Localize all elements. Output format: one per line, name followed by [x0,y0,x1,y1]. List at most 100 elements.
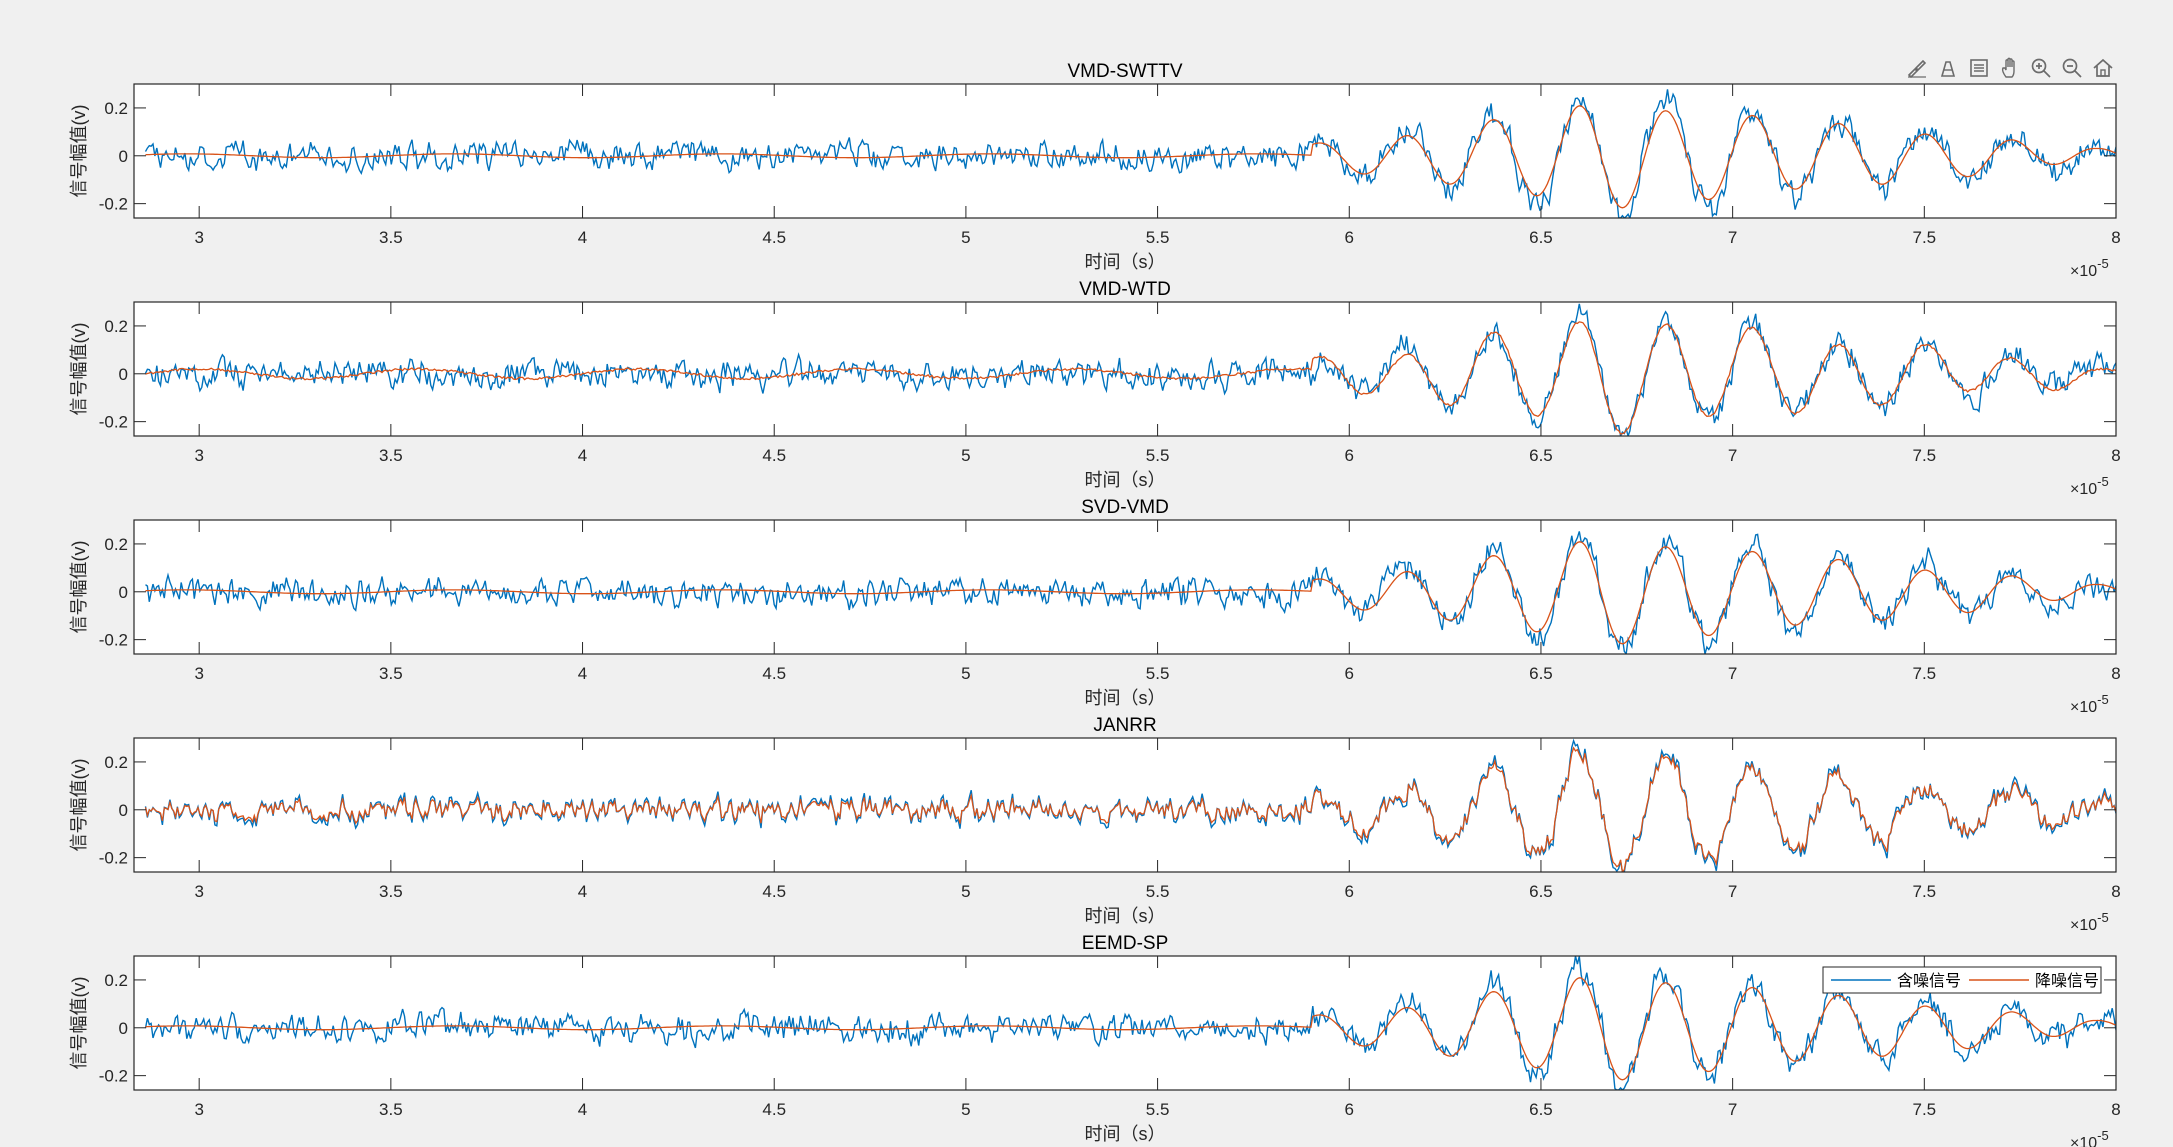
x-tick-label: 4.5 [762,228,786,247]
x-tick-label: 5.5 [1146,1100,1170,1119]
y-tick-label: -0.2 [99,849,128,868]
series-line-noisy [144,956,2116,1090]
series-line-denoised [145,541,2116,645]
x-tick-label: 7 [1728,882,1737,901]
chart-title: SVD-VMD [1081,497,1169,518]
toolbar-button-legend[interactable] [1965,55,1992,82]
toolbar-button-zoom-out[interactable] [2058,55,2085,82]
chart-title: EEMD-SP [1082,933,1169,954]
x-exponent-power: -5 [2097,256,2109,271]
y-tick-label: 0 [119,583,128,602]
x-exponent-base: ×10 [2070,481,2097,498]
y-axis-label: 信号幅值(v) [69,759,89,852]
y-tick-label: 0 [119,801,128,820]
toolbar-button-data-tips[interactable] [1934,55,1961,82]
x-exponent-base: ×10 [2070,699,2097,716]
x-tick-label: 7.5 [1912,1100,1936,1119]
y-tick-label: 0.2 [104,971,128,990]
x-tick-label: 5.5 [1146,664,1170,683]
x-exponent: ×10-5 [2070,910,2109,934]
x-tick-label: 3 [194,664,203,683]
x-tick-label: 5.5 [1146,882,1170,901]
axes-toolbar [1903,52,2116,84]
axes-box [133,519,2117,655]
toolbar-button-zoom-in[interactable] [2027,55,2054,82]
x-tick-label: 6.5 [1529,446,1553,465]
plot-area[interactable] [134,302,2116,436]
chart-title: VMD-SWTTV [1067,61,1182,82]
x-tick-label: 4 [578,228,587,247]
legend-icon [1969,59,1988,77]
x-exponent: ×10-5 [2070,692,2109,716]
y-tick-label: 0.2 [104,317,128,336]
y-tick-label: 0 [119,365,128,384]
x-axis-label: 时间（s） [1085,688,1166,708]
axes-box [133,301,2117,437]
x-tick-label: 3.5 [379,1100,403,1119]
x-tick-label: 4 [578,664,587,683]
x-tick-label: 3 [194,446,203,465]
x-exponent: ×10-5 [2070,474,2109,498]
x-tick-label: 7 [1728,664,1737,683]
y-axis-label: 信号幅值(v) [69,105,89,198]
x-exponent-power: -5 [2097,474,2109,489]
x-tick-label: 4 [578,1100,587,1119]
x-tick-label: 5 [961,882,970,901]
legend-entry: 含噪信号 [1897,972,1961,990]
series-line-denoised [145,321,2116,435]
subplot-2: 3 3.5 4 4.5 5 5.5 6 6.5 7 7.5 8 0.2 0 -0.2 VMD-WTD 时间（s… [69,279,2121,498]
x-tick-label: 7.5 [1912,446,1936,465]
x-tick-label: 6 [1345,882,1354,901]
x-exponent-power: -5 [2097,910,2109,925]
x-tick-label: 6 [1345,228,1354,247]
subplot-5: 3 3.5 4 4.5 5 5.5 6 6.5 7 7.5 8 0.2 0 -0.2 EEMD-SP 时间（s… [69,933,2121,1147]
axes-box [133,737,2117,873]
x-tick-label: 3.5 [379,664,403,683]
toolbar-button-home[interactable] [2089,55,2116,82]
y-tick-label: 0.2 [104,753,128,772]
zoom-in-icon [2031,58,2051,78]
x-tick-label: 4.5 [762,664,786,683]
series-line-denoised [144,746,2116,872]
chart-title: VMD-WTD [1079,279,1171,300]
x-tick-label: 5 [961,1100,970,1119]
x-exponent-power: -5 [2097,1128,2109,1143]
y-axis-label: 信号幅值(v) [69,323,89,416]
toolbar-button-brush[interactable] [1903,55,1930,82]
x-tick-label: 5 [961,664,970,683]
series-line-noisy [145,531,2116,654]
x-tick-label: 6.5 [1529,1100,1553,1119]
x-tick-label: 6.5 [1529,664,1553,683]
y-tick-label: -0.2 [99,413,128,432]
axes-box [133,955,2117,1091]
y-axis-label: 信号幅值(v) [69,977,89,1070]
x-tick-label: 4 [578,882,587,901]
legend[interactable]: 含噪信号 降噪信号 [1822,966,2102,994]
toolbar-button-pan[interactable] [1996,55,2023,82]
x-tick-label: 4.5 [762,446,786,465]
x-exponent: ×10-5 [2070,256,2109,280]
x-tick-label: 6 [1345,446,1354,465]
x-axis-label: 时间（s） [1085,470,1166,490]
x-tick-label: 6.5 [1529,228,1553,247]
x-tick-label: 8 [2111,1100,2120,1119]
y-tick-label: -0.2 [99,631,128,650]
series-line-noisy [144,89,2116,218]
x-tick-label: 3 [194,882,203,901]
x-tick-label: 4.5 [762,882,786,901]
x-tick-label: 5.5 [1146,446,1170,465]
x-exponent-base: ×10 [2070,263,2097,280]
brush-icon [1907,59,1926,79]
x-tick-label: 7.5 [1912,882,1936,901]
x-tick-label: 7 [1728,446,1737,465]
x-exponent: ×10-5 [2070,1128,2109,1147]
x-axis-label: 时间（s） [1085,906,1166,926]
subplot-1: 3 3.5 4 4.5 5 5.5 6 6.5 7 7.5 8 0.2 0 -0.2 VMD-SWTTV 时间… [69,61,2121,280]
x-tick-label: 7.5 [1912,228,1936,247]
legend-entry: 降噪信号 [2035,972,2099,990]
series-line-noisy [144,303,2116,436]
plot-area[interactable] [134,738,2116,872]
x-tick-label: 8 [2111,882,2120,901]
series-line-denoised [145,977,2116,1081]
